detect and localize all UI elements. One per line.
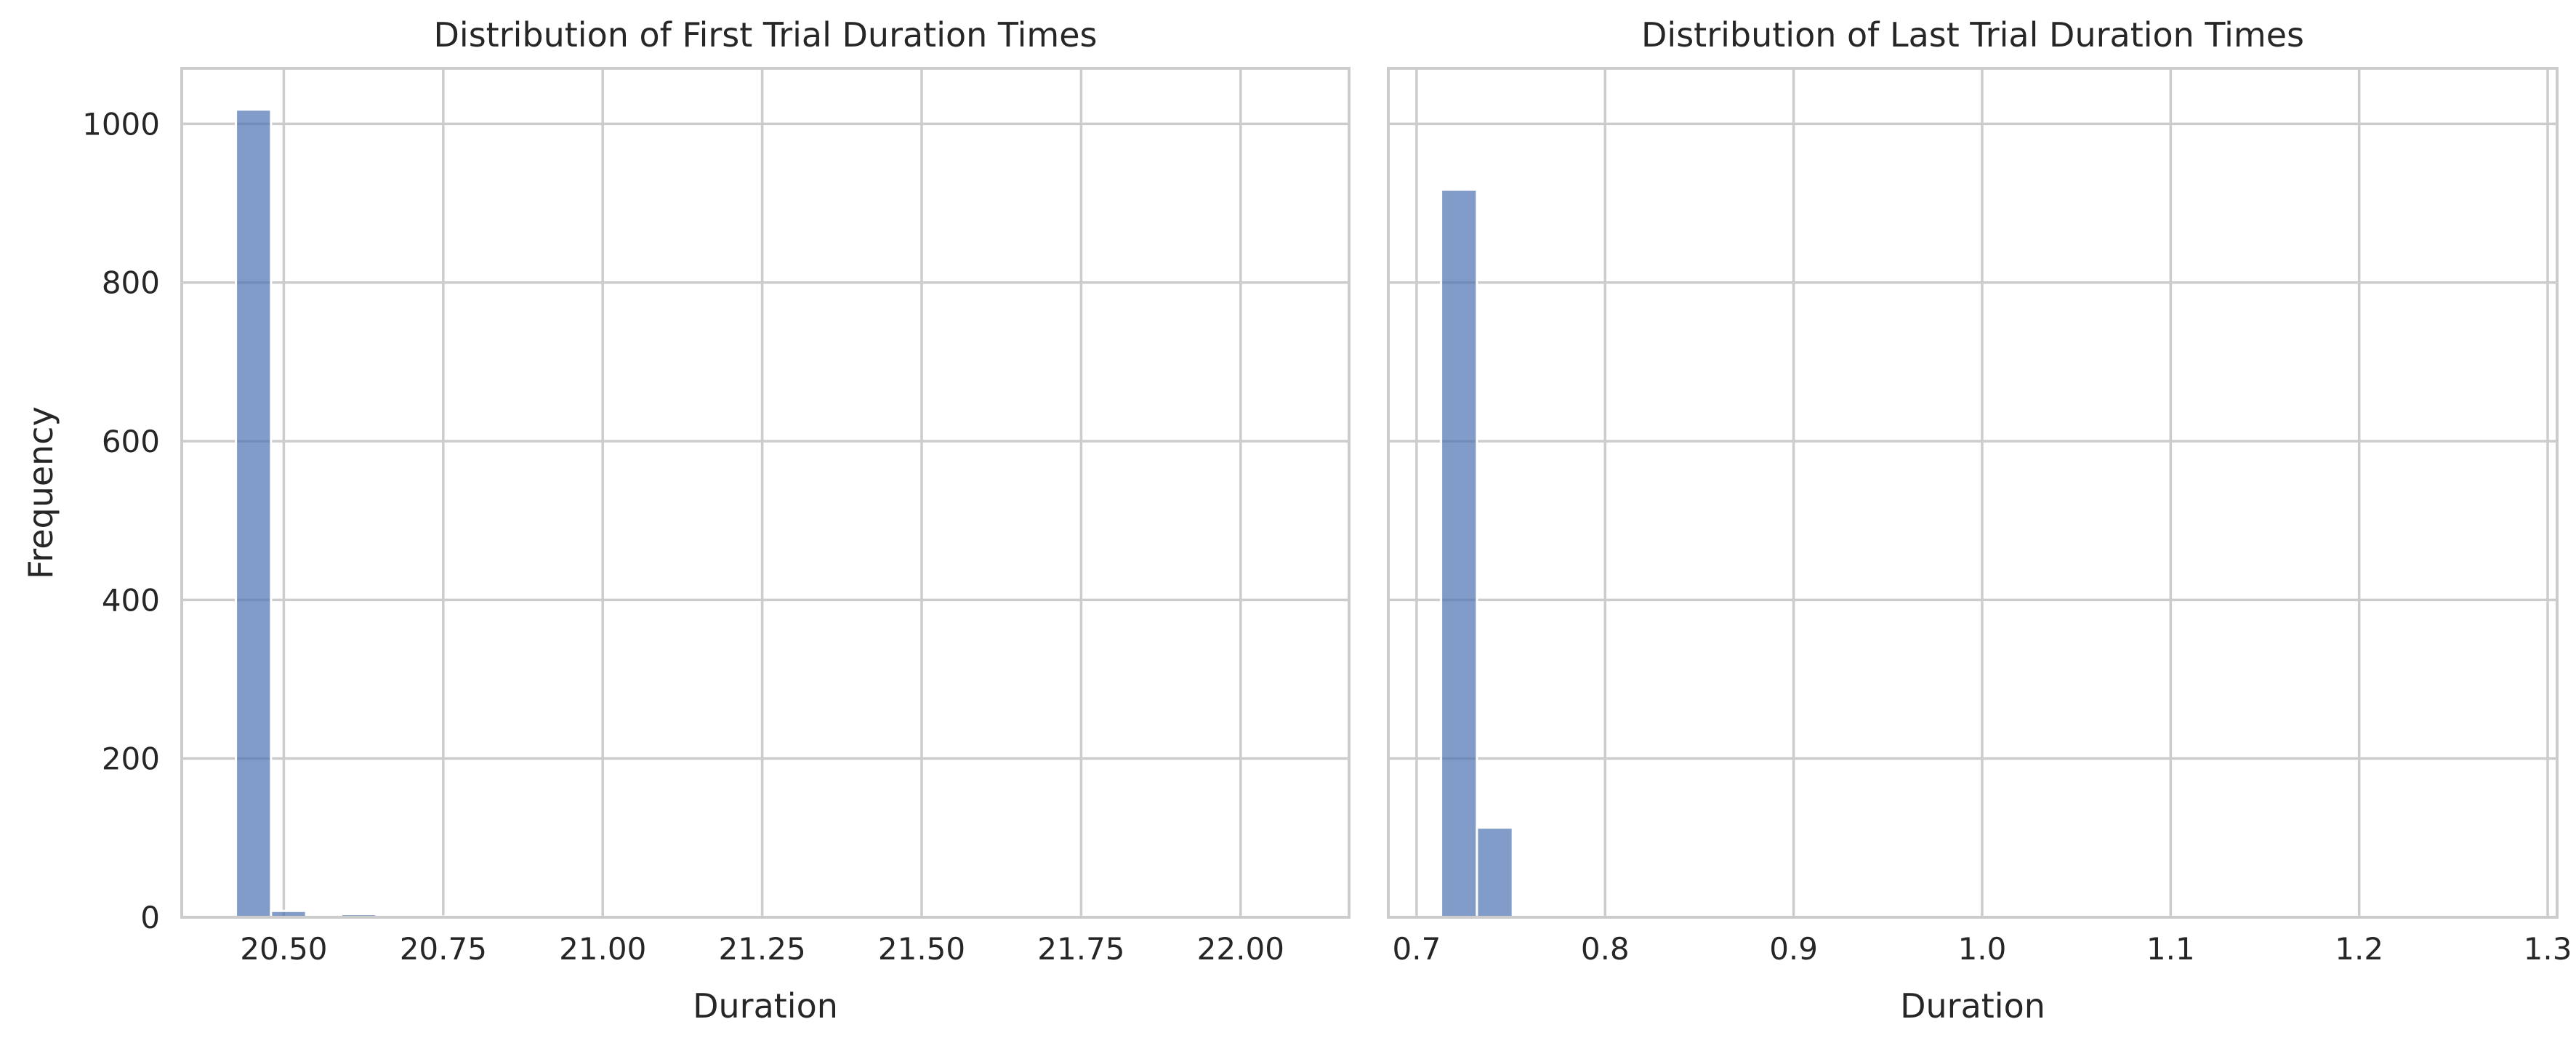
x-tick-label: 0.8 xyxy=(1581,931,1630,967)
chart-title: Distribution of First Trial Duration Tim… xyxy=(434,15,1098,55)
x-tick-label: 21.00 xyxy=(559,931,646,967)
x-tick-label: 20.75 xyxy=(400,931,487,967)
y-tick-label: 200 xyxy=(102,741,160,777)
axes-frame xyxy=(1387,67,2559,919)
histogram-bar xyxy=(1476,826,1514,919)
x-axis-label: Duration xyxy=(1900,986,2045,1026)
y-tick-label: 600 xyxy=(102,424,160,459)
x-tick-label: 0.7 xyxy=(1393,931,1441,967)
x-tick-label: 1.1 xyxy=(2146,931,2195,967)
x-tick-label: 20.50 xyxy=(240,931,327,967)
y-tick-label: 0 xyxy=(140,900,160,935)
x-tick-label: 0.9 xyxy=(1769,931,1818,967)
x-tick-label: 1.3 xyxy=(2524,931,2572,967)
x-tick-label: 21.50 xyxy=(878,931,965,967)
y-axis-label: Frequency xyxy=(21,406,60,579)
x-tick-label: 21.75 xyxy=(1037,931,1124,967)
x-tick-label: 22.00 xyxy=(1197,931,1284,967)
y-tick-label: 800 xyxy=(102,265,160,301)
axes-frame xyxy=(180,67,1351,919)
chart-panel-1: Distribution of First Trial Duration Tim… xyxy=(21,15,1351,1026)
histogram-bar xyxy=(235,108,273,919)
x-tick-label: 1.2 xyxy=(2335,931,2383,967)
x-axis-label: Duration xyxy=(693,986,838,1026)
histogram-bar xyxy=(1440,188,1478,919)
chart-title: Distribution of Last Trial Duration Time… xyxy=(1641,15,2304,55)
chart-panel-2: Distribution of Last Trial Duration Time… xyxy=(1387,15,2572,1026)
y-tick-label: 1000 xyxy=(82,106,160,142)
y-tick-label: 400 xyxy=(102,582,160,618)
x-tick-label: 21.25 xyxy=(718,931,805,967)
x-tick-label: 1.0 xyxy=(1958,931,2007,967)
